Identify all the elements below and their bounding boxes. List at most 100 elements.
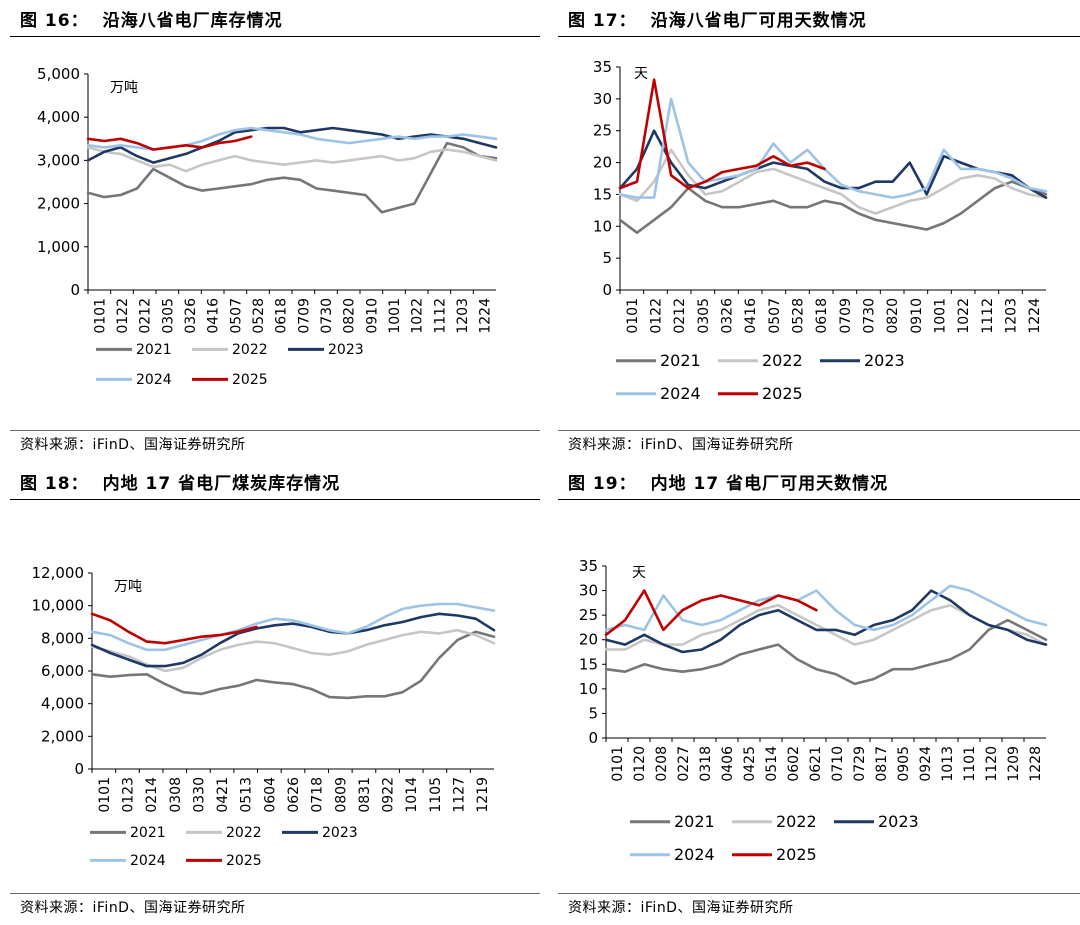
x-tick-label: 0421: [215, 777, 231, 813]
x-tick-label: 1001: [387, 298, 403, 334]
y-tick-label: 5: [602, 249, 612, 267]
x-tick-label: 0820: [342, 298, 358, 334]
y-tick-label: 10: [593, 217, 612, 235]
x-tick-label: 1112: [432, 298, 448, 334]
x-tick-label: 0122: [115, 298, 131, 334]
x-tick-label: 0831: [357, 777, 373, 813]
x-tick-label: 0123: [120, 777, 136, 813]
y-tick-label: 4,000: [37, 108, 80, 126]
figure-18-panel: 图 18： 内地 17 省电厂煤炭库存情况 0 2,000 4,000 6,000 8,0…: [0, 463, 540, 925]
x-tick-label: 0718: [310, 777, 326, 813]
figure-title: 图 19： 内地 17 省电厂可用天数情况: [568, 469, 888, 494]
figure-title-text: 沿海八省电厂库存情况: [102, 11, 283, 31]
figure-16-panel: 图 16： 沿海八省电厂库存情况 0 1,000 2,000 3,000 4,000 5,0…: [0, 0, 540, 462]
x-tick-label: 0318: [698, 746, 714, 782]
legend-label-2021: 2021: [674, 812, 715, 831]
legend-label-2025: 2025: [762, 384, 803, 403]
legend-label-2021: 2021: [136, 342, 172, 358]
legend-label-2025: 2025: [776, 845, 817, 864]
x-tick-label: 0910: [364, 298, 380, 334]
figure-title-text: 内地 17 省电厂煤炭库存情况: [102, 474, 341, 494]
chart-16: 0 1,000 2,000 3,000 4,000 5,000 0101 0122 0212 03…: [37, 65, 498, 388]
series-line-2022: [90, 628, 496, 673]
series-line-2023: [618, 129, 1048, 199]
x-tick-label: 0621: [808, 746, 824, 782]
series-line-2025: [86, 135, 253, 151]
source-note: 资料来源：iFinD、国海证券研究所: [20, 900, 246, 916]
y-tick-label: 1,000: [37, 238, 80, 256]
x-tick-label: 0208: [654, 746, 670, 782]
x-tick-label: 0528: [791, 298, 807, 334]
x-tick-label: 1209: [1006, 746, 1022, 782]
x-tick-label: 1127: [452, 777, 468, 813]
x-tick-label: 0924: [918, 746, 934, 782]
legend-label-2021: 2021: [660, 351, 701, 370]
x-tick-label: 0330: [191, 777, 207, 813]
x-tick-label: 0305: [696, 298, 712, 334]
x-tick-label: 1224: [478, 298, 494, 334]
source-note: 资料来源：iFinD、国海证券研究所: [568, 900, 794, 916]
legend-label-2022: 2022: [232, 342, 268, 358]
y-tick-label: 2,000: [37, 195, 80, 213]
y-tick-label: 10: [579, 680, 598, 698]
y-tick-label: 25: [593, 122, 612, 140]
x-tick-label: 1203: [1004, 298, 1020, 334]
x-tick-label: 0618: [814, 298, 830, 334]
figure-title: 图 17： 沿海八省电厂可用天数情况: [568, 6, 867, 31]
series-line-2025: [90, 612, 258, 645]
y-tick-label: 0: [70, 281, 80, 299]
legend-label-2023: 2023: [878, 812, 919, 831]
legend-label-2022: 2022: [762, 351, 803, 370]
y-tick-label: 8,000: [41, 629, 84, 647]
series-line-2022: [618, 148, 1048, 215]
x-tick-label: 1219: [475, 777, 491, 813]
x-tick-label: 1022: [410, 298, 426, 334]
series-line-2023: [90, 612, 496, 668]
figure-number: 图 19：: [568, 474, 637, 494]
series-line-2025: [604, 589, 818, 637]
x-tick-label: 0416: [206, 298, 222, 334]
x-tick-label: 0101: [625, 298, 641, 334]
series-line-2021: [90, 630, 496, 700]
x-tick-label: 1112: [980, 298, 996, 334]
figure-title: 图 18： 内地 17 省电厂煤炭库存情况: [20, 469, 340, 494]
x-tick-label: 0618: [274, 298, 290, 334]
y-tick-label: 35: [579, 557, 598, 575]
series-line-2022: [604, 604, 1048, 651]
figure-title-text: 沿海八省电厂可用天数情况: [650, 11, 867, 31]
x-tick-label: 0507: [228, 298, 244, 334]
legend-label-2023: 2023: [864, 351, 905, 370]
x-tick-label: 0425: [742, 746, 758, 782]
y-tick-label: 6,000: [41, 662, 84, 680]
x-tick-label: 0406: [720, 746, 736, 782]
figure-number: 图 16：: [20, 11, 89, 31]
x-tick-label: 0710: [830, 746, 846, 782]
x-tick-label: 0729: [852, 746, 868, 782]
y-tick-label: 20: [579, 631, 598, 649]
y-tick-label: 25: [579, 606, 598, 624]
x-tick-label: 0122: [649, 298, 665, 334]
x-tick-label: 1224: [1027, 298, 1043, 334]
y-tick-label: 12,000: [32, 564, 85, 582]
y-tick-label: 15: [579, 655, 598, 673]
y-tick-label: 5: [588, 704, 598, 722]
unit-label: 天: [634, 66, 648, 82]
source-rule: [558, 430, 1080, 431]
legend-label-2023: 2023: [322, 825, 358, 841]
source-rule: [10, 430, 540, 431]
unit-label: 万吨: [114, 579, 142, 595]
x-tick-label: 0416: [743, 298, 759, 334]
legend-label-2024: 2024: [130, 853, 166, 869]
x-tick-label: 1120: [984, 746, 1000, 782]
title-rule: [10, 499, 540, 500]
x-tick-label: 0910: [909, 298, 925, 334]
source-note: 资料来源：iFinD、国海证券研究所: [20, 437, 246, 453]
y-tick-label: 15: [593, 185, 612, 203]
legend-label-2024: 2024: [674, 845, 715, 864]
figure-number: 图 18：: [20, 474, 89, 494]
x-tick-label: 0604: [262, 777, 278, 813]
x-tick-label: 0817: [874, 746, 890, 782]
y-tick-label: 3,000: [37, 151, 80, 169]
